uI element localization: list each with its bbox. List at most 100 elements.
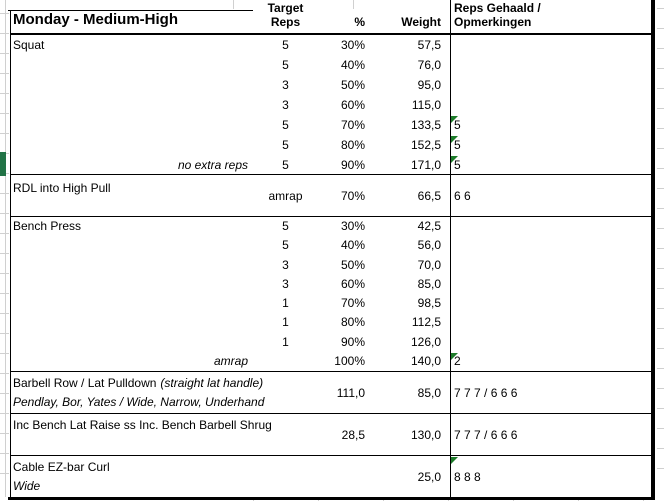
exercise-name-cell[interactable]: [10, 236, 253, 255]
weight-cell[interactable]: 42,5: [417, 219, 441, 233]
weight-cell[interactable]: 140,0: [410, 354, 441, 369]
weight-cell[interactable]: 126,0: [410, 334, 441, 349]
percent-cell[interactable]: 28,5: [341, 427, 365, 442]
percent-cell[interactable]: 80%: [340, 315, 365, 330]
target-reps-cell[interactable]: 5: [282, 219, 289, 233]
target-reps-cell[interactable]: [253, 352, 318, 371]
percent-cell[interactable]: 90%: [340, 334, 365, 349]
percent-cell[interactable]: 70%: [340, 296, 365, 311]
percent-cell[interactable]: 100%: [334, 354, 365, 369]
target-reps-cell[interactable]: 1: [282, 296, 289, 311]
weight-cell[interactable]: 112,5: [411, 315, 441, 330]
exercise-name-cell[interactable]: [10, 95, 253, 115]
green-highlight-cell[interactable]: [0, 152, 6, 176]
exercise-name-cell[interactable]: Squat: [13, 38, 45, 52]
percent-cell[interactable]: 70%: [340, 118, 365, 132]
weight-cell[interactable]: 98,5: [417, 296, 441, 311]
exercise-name-cell[interactable]: Bench Press: [13, 219, 82, 233]
reps-achieved-cell[interactable]: [450, 217, 651, 236]
reps-achieved-cell[interactable]: 5: [454, 138, 461, 152]
weight-cell[interactable]: 70,0: [417, 257, 441, 272]
target-reps-cell[interactable]: 5: [282, 158, 289, 172]
percent-cell[interactable]: 30%: [340, 219, 365, 233]
reps-achieved-cell[interactable]: 7 7 7 / 6 6 6: [454, 427, 518, 442]
reps-achieved-column-header[interactable]: Reps Gehaald / Opmerkingen: [454, 1, 541, 29]
target-reps-cell[interactable]: 5: [282, 118, 289, 132]
reps-achieved-cell[interactable]: [450, 55, 651, 75]
target-reps-cell[interactable]: 3: [282, 98, 289, 112]
set-note-cell[interactable]: amrap: [213, 354, 248, 369]
reps-achieved-cell[interactable]: 6 6: [454, 188, 471, 203]
percent-cell[interactable]: 60%: [340, 98, 365, 112]
reps-achieved-cell[interactable]: [450, 333, 651, 352]
percent-cell[interactable]: 40%: [340, 238, 365, 253]
set-note-cell[interactable]: no extra reps: [177, 158, 248, 172]
exercise-name-cell[interactable]: Barbell Row / Lat Pulldown (straight lat …: [13, 374, 263, 392]
target-reps-cell[interactable]: amrap: [268, 188, 303, 203]
exercise-name-cell[interactable]: [10, 55, 253, 75]
reps-achieved-cell[interactable]: [450, 294, 651, 313]
reps-achieved-cell[interactable]: [450, 313, 651, 332]
weight-cell[interactable]: 76,0: [417, 58, 441, 72]
exercise-name-cell[interactable]: [10, 135, 253, 155]
weight-cell[interactable]: 25,0: [417, 469, 441, 484]
reps-achieved-cell[interactable]: [450, 75, 651, 95]
percent-cell[interactable]: 60%: [340, 276, 365, 291]
percent-cell[interactable]: 111,0: [336, 385, 365, 400]
weight-cell[interactable]: 57,5: [417, 38, 441, 52]
reps-achieved-cell[interactable]: 8 8 8: [454, 469, 481, 484]
weight-cell[interactable]: 66,5: [417, 188, 441, 203]
target-reps-cell[interactable]: 5: [282, 138, 289, 152]
exercise-name-cell[interactable]: [10, 115, 253, 135]
percent-cell[interactable]: 40%: [340, 58, 365, 72]
percent-cell[interactable]: 50%: [340, 257, 365, 272]
weight-cell[interactable]: 95,0: [417, 78, 441, 92]
reps-achieved-cell[interactable]: [450, 256, 651, 275]
target-reps-cell[interactable]: 3: [282, 257, 289, 272]
weight-cell[interactable]: 152,5: [410, 138, 441, 152]
target-reps-cell[interactable]: 5: [282, 238, 289, 253]
weight-cell[interactable]: 171,0: [410, 158, 441, 172]
exercise-variants-note[interactable]: Wide: [13, 479, 41, 493]
percent-cell[interactable]: 30%: [340, 38, 365, 52]
weight-cell[interactable]: 56,0: [417, 238, 441, 253]
percent-cell[interactable]: 80%: [340, 138, 365, 152]
reps-achieved-cell[interactable]: 7 7 7 / 6 6 6: [454, 385, 518, 400]
percent-cell[interactable]: 90%: [340, 158, 365, 172]
target-reps-column-header[interactable]: Target Reps: [253, 1, 318, 29]
exercise-name-cell[interactable]: [10, 256, 253, 275]
weight-column-header[interactable]: Weight: [401, 15, 441, 29]
exercise-name-cell[interactable]: RDL into High Pull: [13, 181, 111, 195]
exercise-name-cell[interactable]: [10, 275, 253, 294]
target-reps-cell[interactable]: 3: [282, 276, 289, 291]
target-reps-cell[interactable]: 3: [282, 78, 289, 92]
exercise-name-cell[interactable]: [10, 313, 253, 332]
reps-achieved-cell[interactable]: [450, 35, 651, 55]
weight-cell[interactable]: 130,0: [410, 427, 441, 442]
exercise-name-cell[interactable]: Inc Bench Lat Raise ss Inc. Bench Barbel…: [13, 418, 272, 432]
target-reps-cell[interactable]: 1: [282, 334, 289, 349]
reps-achieved-cell[interactable]: [450, 95, 651, 115]
weight-cell[interactable]: 85,0: [417, 276, 441, 291]
target-reps-cell[interactable]: 1: [282, 315, 289, 330]
exercise-name-cell[interactable]: [10, 294, 253, 313]
reps-achieved-cell[interactable]: [450, 236, 651, 255]
percent-cell[interactable]: 70%: [340, 188, 365, 203]
exercise-variants-note[interactable]: Pendlay, Bor, Yates / Wide, Narrow, Unde…: [13, 395, 265, 409]
reps-achieved-cell[interactable]: 2: [454, 354, 461, 369]
weight-cell[interactable]: 133,5: [410, 118, 441, 132]
set-row: 5 40% 56,0: [10, 236, 651, 255]
reps-achieved-cell[interactable]: 5: [454, 158, 461, 172]
exercise-name-cell[interactable]: [10, 75, 253, 95]
percent-column-header[interactable]: %: [354, 15, 365, 29]
exercise-name-cell[interactable]: Cable EZ-bar Curl: [13, 460, 110, 474]
reps-achieved-cell[interactable]: 5: [454, 118, 461, 132]
weight-cell[interactable]: 115,0: [411, 98, 441, 112]
reps-achieved-cell[interactable]: [450, 275, 651, 294]
day-title[interactable]: Monday - Medium-High: [13, 11, 178, 28]
target-reps-cell[interactable]: 5: [282, 38, 289, 52]
exercise-name-cell[interactable]: [10, 333, 253, 352]
weight-cell[interactable]: 85,0: [417, 385, 441, 400]
target-reps-cell[interactable]: 5: [282, 58, 289, 72]
percent-cell[interactable]: 50%: [340, 78, 365, 92]
